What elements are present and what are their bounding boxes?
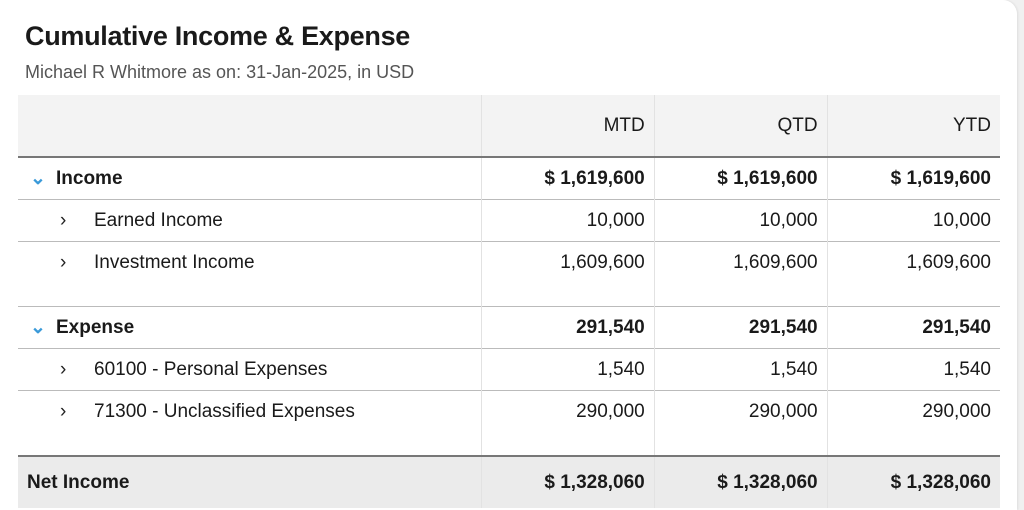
chevron-down-icon[interactable]: ⌄ [30,317,46,338]
cell-qtd: 290,000 [654,390,828,456]
cell-mtd: 10,000 [481,199,655,242]
column-header-ytd[interactable]: YTD [827,95,1000,157]
header-label-col [18,95,482,157]
row-unclassified-expenses[interactable]: › 71300 - Unclassified Expenses 290,000 2… [18,390,1000,456]
cell-qtd: $ 1,328,060 [654,456,828,508]
cell-ytd: 10,000 [932,209,991,231]
chevron-right-icon[interactable]: › [60,358,67,380]
row-expense[interactable]: ⌄ Expense 291,540 291,540 291,540 [18,306,1000,349]
column-header-mtd[interactable]: MTD [481,95,655,157]
row-income[interactable]: ⌄ Income $ 1,619,600 $ 1,619,600 $ 1,619,… [18,157,1000,200]
cell-ytd: 290,000 [922,401,991,422]
row-label: Income [56,168,123,189]
cell-ytd: 291,540 [922,316,991,338]
cell-mtd: 1,609,600 [481,241,655,307]
cell-mtd: $ 1,328,060 [481,456,655,508]
row-label: Net Income [18,456,482,508]
cell-qtd: 10,000 [654,199,828,242]
cell-ytd: $ 1,328,060 [827,456,1000,508]
cell-mtd: $ 1,619,600 [481,157,655,200]
row-investment-income[interactable]: › Investment Income 1,609,600 1,609,600 1… [18,241,1000,307]
chevron-down-icon[interactable]: ⌄ [30,168,46,189]
row-label: Earned Income [94,209,223,231]
row-net-income: Net Income $ 1,328,060 $ 1,328,060 $ 1,3… [18,456,1000,508]
chevron-right-icon[interactable]: › [60,252,67,273]
header-row: MTD QTD YTD [18,95,1000,157]
row-personal-expenses[interactable]: › 60100 - Personal Expenses 1,540 1,540 1… [18,348,1000,391]
cell-qtd: 291,540 [654,306,828,349]
cell-ytd: 1,609,600 [906,252,991,273]
income-expense-table: MTD QTD YTD ⌄ Income $ 1,619,600 $ 1,619,… [18,95,1000,508]
row-label: Investment Income [94,252,255,273]
row-earned-income[interactable]: › Earned Income 10,000 10,000 10,000 [18,199,1000,242]
row-label: Expense [56,317,135,338]
cell-ytd: 1,540 [943,358,991,380]
page-subtitle: Michael R Whitmore as on: 31-Jan-2025, i… [25,62,415,82]
cell-qtd: 1,540 [654,348,828,391]
row-label: 71300 - Unclassified Expenses [94,401,355,422]
cell-qtd: $ 1,619,600 [654,157,828,200]
chevron-right-icon[interactable]: › [60,209,67,231]
page-title: Cumulative Income & Expense [25,21,411,51]
cell-mtd: 1,540 [481,348,655,391]
cell-mtd: 290,000 [481,390,655,456]
chevron-right-icon[interactable]: › [60,401,67,422]
row-label: 60100 - Personal Expenses [94,358,328,380]
cell-mtd: 291,540 [481,306,655,349]
column-header-qtd[interactable]: QTD [654,95,828,157]
cell-qtd: 1,609,600 [654,241,828,307]
cell-ytd: $ 1,619,600 [890,167,991,189]
